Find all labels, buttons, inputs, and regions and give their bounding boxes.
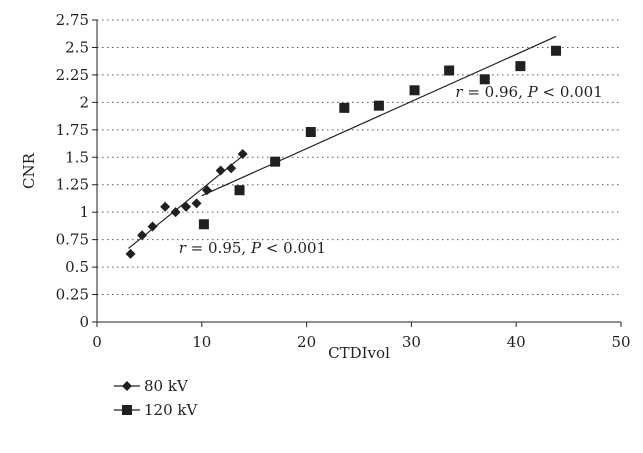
point-120kv [373,100,384,111]
y-tick-label: 0 [79,313,89,331]
x-tick-label: 50 [611,333,630,351]
y-tick-label: 1.5 [65,148,89,166]
x-tick-label: 40 [507,333,526,351]
trend-lines [128,35,557,249]
x-tick-label: 20 [297,333,316,351]
point-80kv [237,148,248,159]
y-tick-label: 2.5 [65,38,89,56]
axes [96,20,621,323]
point-120kv [270,156,281,167]
point-80kv [170,207,181,218]
point-120kv [479,74,490,85]
y-tick-label: 1.75 [56,121,89,139]
point-80kv [215,165,226,176]
legend-label: 80 kV [144,377,189,395]
point-80kv [226,163,237,174]
correlation-annotation-80kv: r = 0.95, P < 0.001 [179,239,326,257]
y-axis-title: CNR [20,152,38,189]
y-tick-label: 2.75 [56,11,89,29]
point-120kv [444,65,455,76]
legend-label: 120 kV [144,401,198,419]
point-120kv [339,102,350,113]
data-points [125,45,562,259]
point-120kv [234,185,245,196]
x-tick-label: 10 [192,333,211,351]
point-120kv [515,61,526,72]
point-80kv [202,185,213,196]
correlation-annotation-120kv: r = 0.96, P < 0.001 [455,83,602,101]
point-80kv [147,221,158,232]
point-80kv [125,248,136,259]
y-tick-label: 1.25 [56,176,89,194]
tick-labels: 0 0.25 0.5 0.75 1 1.25 1.5 1.75 2 2.25 2.5 2.75 0 10 2… [56,11,631,351]
x-tick-label: 30 [402,333,421,351]
annotations: r = 0.95, P < 0.001 r = 0.96, P < 0.001 [179,83,603,257]
trend-line-120kv [201,35,557,197]
point-80kv [160,201,171,212]
legend: 80 kV 120 kV [114,377,198,419]
legend-marker-square [122,405,132,415]
point-120kv [198,219,209,230]
y-tick-label: 0.75 [56,231,89,249]
legend-marker-diamond [122,381,132,391]
y-tick-label: 1 [79,203,89,221]
point-80kv [191,198,202,209]
point-120kv [409,85,420,96]
point-120kv [305,127,316,138]
point-80kv [137,230,148,241]
point-120kv [551,45,562,56]
x-axis-title: CTDIvol [328,344,390,362]
point-80kv [181,201,192,212]
y-tick-label: 0.5 [65,258,89,276]
y-tick-label: 2.25 [56,66,89,84]
gridlines [92,19,622,327]
y-tick-label: 0.25 [56,286,89,304]
x-tick-label: 0 [92,333,102,351]
y-tick-label: 2 [79,93,89,111]
